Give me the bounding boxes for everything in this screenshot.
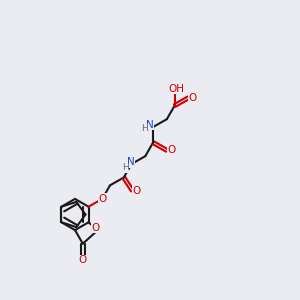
Text: N: N xyxy=(146,120,154,130)
Text: O: O xyxy=(91,223,100,233)
Text: O: O xyxy=(98,194,106,204)
Text: O: O xyxy=(167,146,176,155)
Text: H: H xyxy=(141,124,148,133)
Text: N: N xyxy=(127,158,134,167)
Text: O: O xyxy=(133,186,141,196)
Text: H: H xyxy=(122,163,129,172)
Text: OH: OH xyxy=(168,84,184,94)
Text: O: O xyxy=(79,255,87,265)
Text: O: O xyxy=(189,93,197,103)
